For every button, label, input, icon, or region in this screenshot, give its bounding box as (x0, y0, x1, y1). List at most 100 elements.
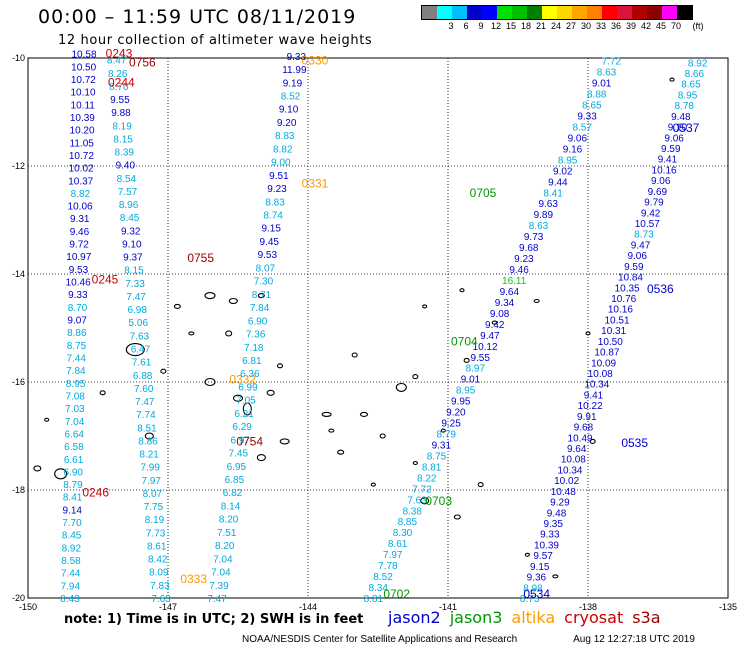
swh-value: 7.05 (236, 396, 256, 407)
pass-time-label: 0245 (92, 272, 119, 286)
swh-value: 8.20 (219, 515, 239, 526)
page-title: 00:00 – 11:59 UTC 08/11/2019 (38, 6, 357, 28)
swh-value: 9.01 (592, 79, 612, 90)
swh-value: 9.14 (63, 505, 83, 516)
swh-value: 10.34 (557, 465, 582, 476)
swh-value: 9.79 (644, 198, 664, 209)
swh-value: 9.59 (624, 262, 644, 273)
swh-value: 10.34 (584, 380, 609, 391)
pass-time-label: 0244 (108, 75, 135, 89)
island-outline (552, 574, 559, 579)
color-scale-label: 39 (625, 21, 636, 31)
swh-value: 7.60 (134, 384, 154, 395)
swh-value: 8.85 (398, 517, 418, 528)
swh-value: 10.57 (635, 219, 660, 230)
swh-value: 8.66 (685, 69, 705, 80)
satellite-legend: jason2 jason3 altika cryosat s3a (388, 608, 670, 627)
swh-value: 6.47 (131, 345, 151, 356)
swh-value: 10.49 (568, 433, 593, 444)
swh-value: 6.21 (234, 409, 254, 420)
color-scale-unit: (ft) (692, 21, 704, 31)
island-outline (463, 357, 470, 363)
swh-value: 9.29 (550, 498, 570, 509)
swh-value: 9.69 (648, 187, 668, 198)
swh-value: 7.78 (378, 561, 398, 572)
swh-value: 9.68 (574, 423, 594, 434)
pass-time-label: 0534 (523, 587, 550, 601)
track-altika: 9.33 11.99 9.19 8.52 9.10 9.20 8.83 8.82 9.00 9.5… (207, 52, 307, 605)
swh-value: 9.34 (495, 298, 515, 309)
swh-value: 7.63 (130, 331, 150, 342)
swh-value: 7.33 (125, 279, 145, 290)
island-outline (420, 497, 430, 505)
color-swatch (437, 6, 452, 19)
swh-value: 8.57 (572, 122, 592, 133)
island-outline (453, 514, 461, 520)
swh-value: 8.54 (117, 174, 137, 185)
swh-value: 9.45 (260, 237, 280, 248)
swh-value: 10.58 (71, 50, 96, 61)
swh-value: 8.47 (107, 56, 127, 67)
swh-value: 7.75 (144, 502, 164, 513)
swh-value: 8.61 (388, 539, 408, 550)
swh-value: 11.99 (282, 65, 307, 76)
swh-value: 7.45 (229, 449, 249, 460)
track-jason2: 8.928.668.658.958.789.489.109.069.599.41… (520, 58, 708, 605)
island-outline (491, 320, 498, 325)
legend-altika: altika (511, 608, 556, 627)
swh-value: 9.44 (548, 177, 568, 188)
color-swatch (467, 6, 482, 19)
pass-time-label: 0243 (106, 47, 133, 61)
island-outline (351, 352, 358, 358)
swh-value: 10.09 (591, 358, 616, 369)
swh-value: 10.39 (70, 113, 95, 124)
color-scale-swatches (421, 5, 693, 20)
swh-value: 8.74 (263, 211, 283, 222)
color-swatch (587, 6, 602, 19)
swh-value: 9.20 (446, 408, 466, 419)
color-swatch (647, 6, 662, 19)
swh-value: 9.19 (283, 78, 303, 89)
y-tick-label: -20 (12, 593, 25, 603)
swh-value: 8.98 (523, 583, 543, 594)
swh-value: 9.63 (538, 199, 558, 210)
color-scale-label: 18 (520, 21, 531, 31)
swh-value: 9.10 (279, 105, 299, 116)
y-tick-label: -14 (12, 269, 25, 279)
swh-value: 8.79 (436, 430, 456, 441)
swh-value: 8.75 (520, 594, 540, 605)
color-scale-label: 33 (595, 21, 606, 31)
swh-value: 8.09 (149, 568, 169, 579)
swh-value: 9.46 (509, 265, 529, 276)
swh-value: 8.30 (393, 528, 413, 539)
island-outline (225, 330, 233, 337)
swh-value: 6.29 (232, 422, 252, 433)
island-outline (242, 402, 252, 416)
swh-value: 9.06 (568, 133, 588, 144)
color-swatch (527, 6, 542, 19)
color-swatch (497, 6, 512, 19)
swh-value: 8.95 (456, 386, 476, 397)
island-outline (33, 465, 42, 472)
color-scale-label: 3 (448, 21, 454, 31)
swh-value: 9.36 (527, 573, 547, 584)
swh-value: 9.23 (514, 254, 534, 265)
island-outline (459, 288, 465, 293)
swh-value: 9.89 (534, 210, 554, 221)
swh-value: 8.34 (368, 583, 388, 594)
island-outline (669, 77, 675, 82)
swh-value: 11.05 (70, 138, 95, 149)
swh-value: 9.48 (547, 508, 567, 519)
swh-value: 10.72 (71, 75, 96, 86)
color-swatch (512, 6, 527, 19)
island-outline (160, 368, 167, 374)
island-outline (328, 428, 335, 433)
swh-value: 8.19 (112, 121, 132, 132)
color-scale-label: 42 (640, 21, 651, 31)
swh-value: 8.83 (275, 131, 295, 142)
pass-time-label: 0754 (236, 434, 263, 448)
swh-value: 9.23 (267, 184, 287, 195)
color-swatch (677, 6, 692, 19)
swh-value: 8.38 (402, 506, 422, 517)
legend-s3a: s3a (632, 608, 661, 627)
